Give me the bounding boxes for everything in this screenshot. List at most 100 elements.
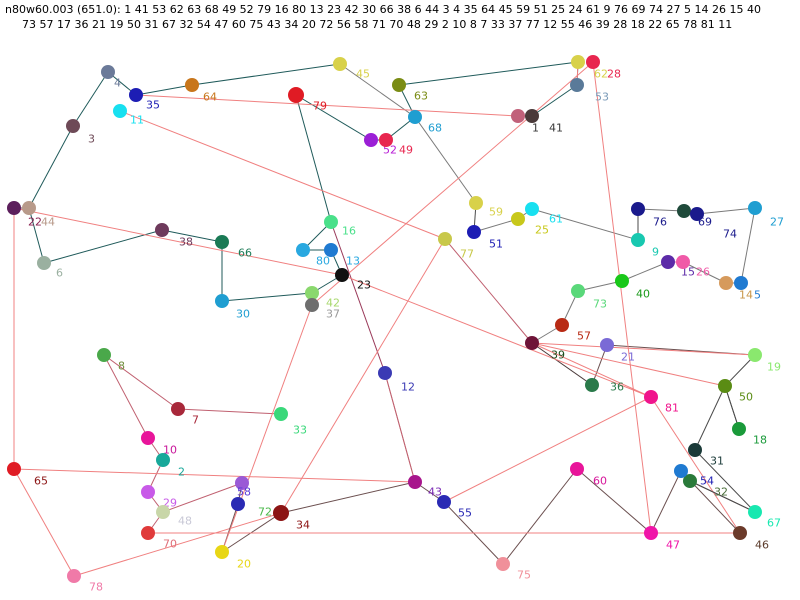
graph-node-label: 6 [56, 266, 63, 280]
graph-node[interactable] [305, 298, 319, 312]
graph-node[interactable] [141, 431, 155, 445]
graph-node[interactable] [511, 109, 525, 123]
graph-node[interactable] [66, 119, 80, 133]
graph-node-label: 13 [346, 254, 360, 268]
graph-node[interactable] [631, 202, 645, 216]
graph-node[interactable] [733, 526, 747, 540]
graph-node[interactable] [748, 201, 762, 215]
graph-node-label: 65 [34, 474, 48, 488]
graph-node[interactable] [101, 65, 115, 79]
graph-node[interactable] [97, 348, 111, 362]
graph-edge [696, 207, 756, 215]
graph-node[interactable] [155, 223, 169, 237]
graph-node[interactable] [511, 212, 525, 226]
graph-node-label: 66 [238, 246, 252, 260]
graph-node[interactable] [67, 569, 81, 583]
graph-node[interactable] [235, 476, 249, 490]
graph-node[interactable] [296, 243, 310, 257]
graph-node[interactable] [185, 78, 199, 92]
graph-node[interactable] [324, 243, 338, 257]
graph-node[interactable] [37, 256, 51, 270]
graph-node[interactable] [408, 110, 422, 124]
graph-node[interactable] [525, 202, 539, 216]
graph-node-label: 58 [237, 485, 251, 499]
graph-node[interactable] [719, 276, 733, 290]
graph-node[interactable] [683, 474, 697, 488]
graph-node[interactable] [688, 443, 702, 457]
graph-node[interactable] [438, 232, 452, 246]
graph-node[interactable] [571, 284, 585, 298]
graph-node[interactable] [467, 225, 481, 239]
graph-node[interactable] [437, 495, 451, 509]
graph-node[interactable] [364, 133, 378, 147]
graph-node[interactable] [392, 78, 406, 92]
graph-node[interactable] [379, 133, 393, 147]
graph-node[interactable] [215, 235, 229, 249]
graph-node[interactable] [676, 255, 690, 269]
graph-node[interactable] [7, 201, 21, 215]
graph-node-label: 46 [755, 538, 769, 552]
graph-node[interactable] [469, 196, 483, 210]
graph-edge [135, 94, 519, 117]
graph-node[interactable] [141, 526, 155, 540]
graph-node-label: 12 [401, 380, 415, 394]
graph-node[interactable] [113, 104, 127, 118]
graph-edge [414, 116, 477, 204]
graph-node[interactable] [615, 274, 629, 288]
graph-node-label: 21 [621, 350, 635, 364]
graph-node[interactable] [129, 88, 143, 102]
graph-node[interactable] [555, 318, 569, 332]
graph-node[interactable] [732, 422, 746, 436]
graph-node[interactable] [690, 207, 704, 221]
graph-node[interactable] [335, 268, 349, 282]
graph-node[interactable] [525, 109, 539, 123]
graph-node-label: 16 [342, 224, 356, 238]
graph-node[interactable] [7, 462, 21, 476]
graph-node[interactable] [274, 407, 288, 421]
graph-node[interactable] [288, 87, 304, 103]
graph-node[interactable] [631, 233, 645, 247]
graph-node[interactable] [231, 497, 245, 511]
graph-node[interactable] [215, 294, 229, 308]
graph-node[interactable] [571, 55, 585, 69]
graph-node[interactable] [215, 545, 229, 559]
graph-node[interactable] [748, 505, 762, 519]
graph-node-label: 38 [179, 235, 193, 249]
graph-node[interactable] [273, 505, 289, 521]
graph-node[interactable] [677, 204, 691, 218]
graph-node-label: 74 [723, 227, 737, 241]
graph-node[interactable] [644, 390, 658, 404]
graph-node[interactable] [644, 526, 658, 540]
graph-node[interactable] [600, 338, 614, 352]
graph-node[interactable] [674, 464, 688, 478]
graph-node[interactable] [408, 475, 422, 489]
graph-node[interactable] [586, 55, 600, 69]
graph-node[interactable] [305, 286, 319, 300]
graph-node[interactable] [156, 453, 170, 467]
graph-node[interactable] [333, 57, 347, 71]
graph-edge [621, 261, 669, 282]
graph-edge [177, 408, 282, 415]
graph-node-label: 28 [607, 67, 621, 81]
graph-node[interactable] [585, 378, 599, 392]
graph-edge [531, 84, 578, 117]
graph-node[interactable] [378, 366, 392, 380]
graph-node-label: 2 [178, 465, 185, 479]
graph-node[interactable] [748, 348, 762, 362]
graph-edge [576, 468, 652, 534]
graph-node[interactable] [525, 336, 539, 350]
graph-node[interactable] [734, 276, 748, 290]
graph-node[interactable] [570, 78, 584, 92]
graph-node[interactable] [570, 462, 584, 476]
graph-node[interactable] [22, 201, 36, 215]
graph-node-label: 36 [610, 380, 624, 394]
graph-edge [28, 125, 74, 209]
graph-node[interactable] [141, 485, 155, 499]
graph-node[interactable] [718, 379, 732, 393]
graph-node[interactable] [171, 402, 185, 416]
graph-node[interactable] [661, 255, 675, 269]
graph-node[interactable] [324, 215, 338, 229]
graph-node[interactable] [496, 557, 510, 571]
graph-node[interactable] [156, 505, 170, 519]
graph-node-label: 81 [665, 401, 679, 415]
